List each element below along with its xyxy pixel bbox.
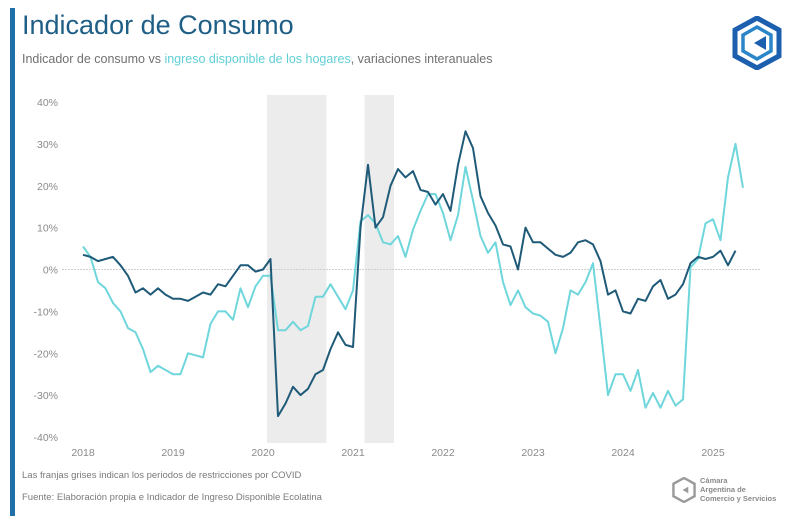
x-tick-label: 2021 <box>341 447 365 459</box>
x-tick-label: 2025 <box>701 447 725 459</box>
page-title: Indicador de Consumo <box>22 10 294 40</box>
accent-bar <box>10 8 15 516</box>
y-tick-label: 10% <box>37 223 58 235</box>
y-tick-label: -40% <box>33 432 58 444</box>
cac-logo-small-icon <box>672 476 696 503</box>
org-name-line1: Cámara <box>700 476 728 485</box>
chart-subtitle: Indicador de consumo vs ingreso disponib… <box>22 52 492 66</box>
org-name: Cámara Argentina de Comercio y Servicios <box>700 476 776 503</box>
y-tick-label: -10% <box>33 306 58 318</box>
y-tick-label: 40% <box>37 97 58 109</box>
ingreso-line <box>82 142 744 409</box>
consumo-line <box>82 130 737 418</box>
x-tick-label: 2022 <box>431 447 455 459</box>
org-name-line2: Argentina de <box>700 485 746 494</box>
org-logo: Cámara Argentina de Comercio y Servicios <box>672 476 776 503</box>
subtitle-text-end: , variaciones interanuales <box>350 52 493 66</box>
cac-logo-icon <box>732 16 782 70</box>
y-tick-label: -20% <box>33 348 58 360</box>
x-tick-label: 2023 <box>521 447 545 459</box>
org-name-line3: Comercio y Servicios <box>700 494 777 503</box>
y-tick-label: 20% <box>37 181 58 193</box>
y-tick-label: 30% <box>37 139 58 151</box>
x-tick-label: 2019 <box>161 447 185 459</box>
source-note: Fuente: Elaboración propia e Indicador d… <box>22 492 322 503</box>
x-tick-label: 2020 <box>251 447 275 459</box>
y-tick-label: -30% <box>33 390 58 402</box>
covid-note: Las franjas grises indican los periodos … <box>22 470 302 481</box>
x-tick-label: 2018 <box>71 447 95 459</box>
subtitle-text: Indicador de consumo vs <box>22 52 165 66</box>
y-tick-label: 0% <box>43 265 58 277</box>
subtitle-highlight: ingreso disponible de los hogares <box>164 52 351 66</box>
x-tick-label: 2024 <box>611 447 635 459</box>
